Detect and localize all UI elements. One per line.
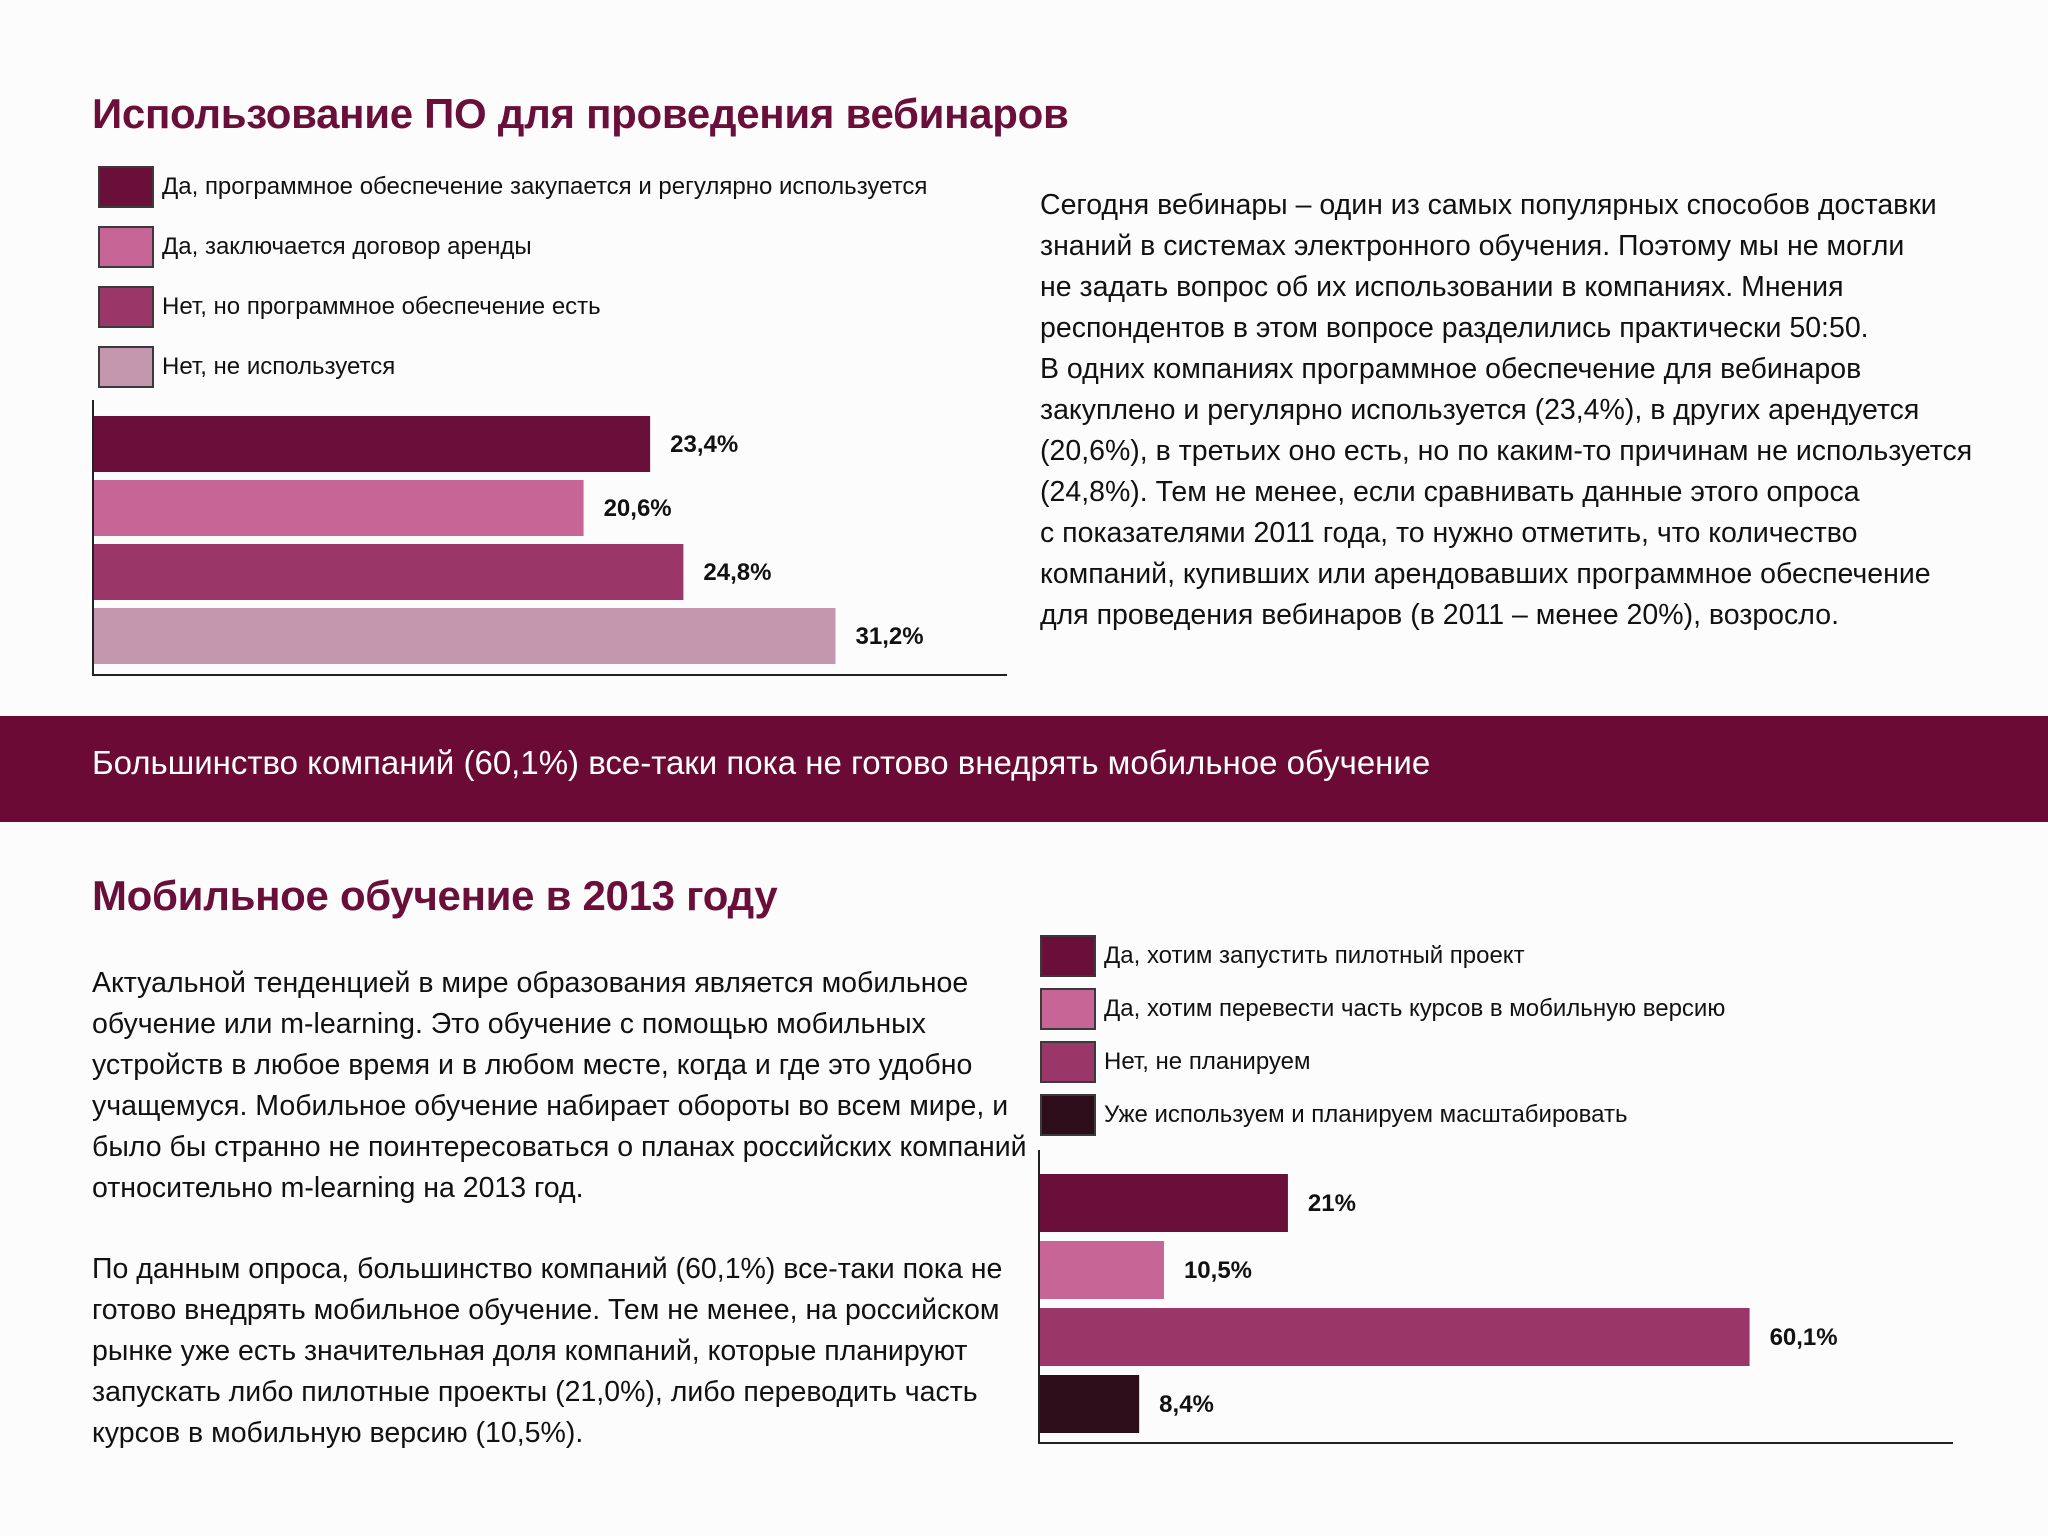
legend1-item: Нет, не используется xyxy=(98,346,395,388)
legend2-swatch xyxy=(1040,935,1096,977)
legend2-label: Да, хотим перевести часть курсов в мобил… xyxy=(1104,995,1726,1022)
chart2-bar-1 xyxy=(1040,1174,1288,1232)
text-line: было бы странно не поинтересоваться о пл… xyxy=(92,1131,1027,1163)
chart1-value-label-1: 23,4% xyxy=(670,431,738,458)
legend1-item: Да, программное обеспечение закупается и… xyxy=(98,166,927,208)
chart1-value-label-2: 20,6% xyxy=(604,495,672,522)
section2-title: Мобильное обучение в 2013 году xyxy=(92,872,778,919)
legend2-label: Уже используем и планируем масштабироват… xyxy=(1104,1101,1628,1128)
text-line: (24,8%). Тем не менее, если сравнивать д… xyxy=(1040,476,1860,508)
text-line: (20,6%), в третьих оно есть, но по каким… xyxy=(1040,435,1973,467)
highlight-banner: Большинство компаний (60,1%) все-таки по… xyxy=(0,716,2048,822)
legend2-item: Да, хотим запустить пилотный проект xyxy=(1040,935,1525,977)
text-line: закуплено и регулярно используется (23,4… xyxy=(1040,394,1920,426)
legend2-swatch xyxy=(1040,988,1096,1030)
legend1-item: Да, заключается договор аренды xyxy=(98,226,532,268)
text-line: В одних компаниях программное обеспечени… xyxy=(1040,353,1862,385)
chart2-bar-3 xyxy=(1040,1308,1750,1366)
legend1-swatch xyxy=(98,166,154,208)
legend1-label: Да, программное обеспечение закупается и… xyxy=(162,173,928,200)
legend1-label: Да, заключается договор аренды xyxy=(162,233,532,260)
section1-title: Использование ПО для проведения вебинаро… xyxy=(92,90,1069,137)
legend2-swatch xyxy=(1040,1041,1096,1083)
text-line: курсов в мобильную версию (10,5%). xyxy=(92,1417,584,1449)
legend1-label: Нет, не используется xyxy=(162,353,396,380)
chart1-bar-2 xyxy=(94,480,584,536)
chart1-bar-3 xyxy=(94,544,684,600)
text-line: По данным опроса, большинство компаний (… xyxy=(92,1253,1003,1285)
text-line: готово внедрять мобильное обучение. Тем … xyxy=(92,1294,1000,1326)
legend2-item: Да, хотим перевести часть курсов в мобил… xyxy=(1040,988,1725,1030)
text-line: не задать вопрос об их использовании в к… xyxy=(1040,271,1844,303)
text-line: относительно m-learning на 2013 год. xyxy=(92,1172,584,1204)
mobile-paragraph-1: Актуальной тенденцией в мире образования… xyxy=(92,963,1032,1209)
legend2-label: Да, хотим запустить пилотный проект xyxy=(1104,942,1525,969)
legend1-label: Нет, но программное обеспечение есть xyxy=(162,293,601,320)
chart2-value-label-2: 10,5% xyxy=(1184,1257,1252,1284)
text-line: запускать либо пилотные проекты (21,0%),… xyxy=(92,1376,978,1408)
chart1-value-label-3: 24,8% xyxy=(703,559,771,586)
webinar-paragraph: Сегодня вебинары – один из самых популяр… xyxy=(1040,185,2000,636)
legend1-swatch xyxy=(98,286,154,328)
text-line: компаний, купивших или арендовавших прог… xyxy=(1040,558,1931,590)
legend1-item: Нет, но программное обеспечение есть xyxy=(98,286,601,328)
text-line: для проведения вебинаров (в 2011 – менее… xyxy=(1040,599,1840,631)
text-line: Сегодня вебинары – один из самых популяр… xyxy=(1040,189,1937,221)
chart1-bar-1 xyxy=(94,416,651,472)
chart2-value-label-3: 60,1% xyxy=(1770,1324,1838,1351)
legend1-swatch xyxy=(98,226,154,268)
legend2-swatch xyxy=(1040,1094,1096,1136)
text-line: устройств в любое время и в любом месте,… xyxy=(92,1049,973,1081)
text-line: респондентов в этом вопросе разделились … xyxy=(1040,312,1869,344)
text-line: Актуальной тенденцией в мире образования… xyxy=(92,967,969,999)
chart1-bar-4 xyxy=(94,608,836,664)
text-line: рынке уже есть значительная доля компани… xyxy=(92,1335,968,1367)
chart2-bar-2 xyxy=(1040,1241,1164,1299)
chart2-value-label-1: 21% xyxy=(1308,1190,1356,1217)
mobile-paragraph-2: По данным опроса, большинство компаний (… xyxy=(92,1249,1032,1454)
text-line: учащемуся. Мобильное обучение набирает о… xyxy=(92,1090,1009,1122)
chart2-bar-4 xyxy=(1040,1375,1140,1433)
legend2-label: Нет, не планируем xyxy=(1104,1048,1311,1075)
legend2-item: Нет, не планируем xyxy=(1040,1041,1310,1083)
text-line: с показателями 2011 года, то нужно отмет… xyxy=(1040,517,1858,549)
legend2-item: Уже используем и планируем масштабироват… xyxy=(1040,1094,1627,1136)
text-line: обучение или m-learning. Это обучение с … xyxy=(92,1008,926,1040)
banner-text: Большинство компаний (60,1%) все-таки по… xyxy=(92,744,1431,781)
webinar-software-chart: 23,4% 20,6% 24,8% 31,2% xyxy=(92,400,1012,680)
text-line: знаний в системах электронного обучения.… xyxy=(1040,230,1905,262)
chart2-value-label-4: 8,4% xyxy=(1159,1391,1214,1418)
webinar-software-chart-svg: 23,4% 20,6% 24,8% 31,2% xyxy=(92,400,1007,676)
chart1-value-label-4: 31,2% xyxy=(856,623,924,650)
legend1-swatch xyxy=(98,346,154,388)
mobile-learning-chart-svg: 21% 10,5% 60,1% 8,4% xyxy=(1038,1150,1953,1444)
mobile-learning-chart: 21% 10,5% 60,1% 8,4% xyxy=(1038,1150,1958,1450)
